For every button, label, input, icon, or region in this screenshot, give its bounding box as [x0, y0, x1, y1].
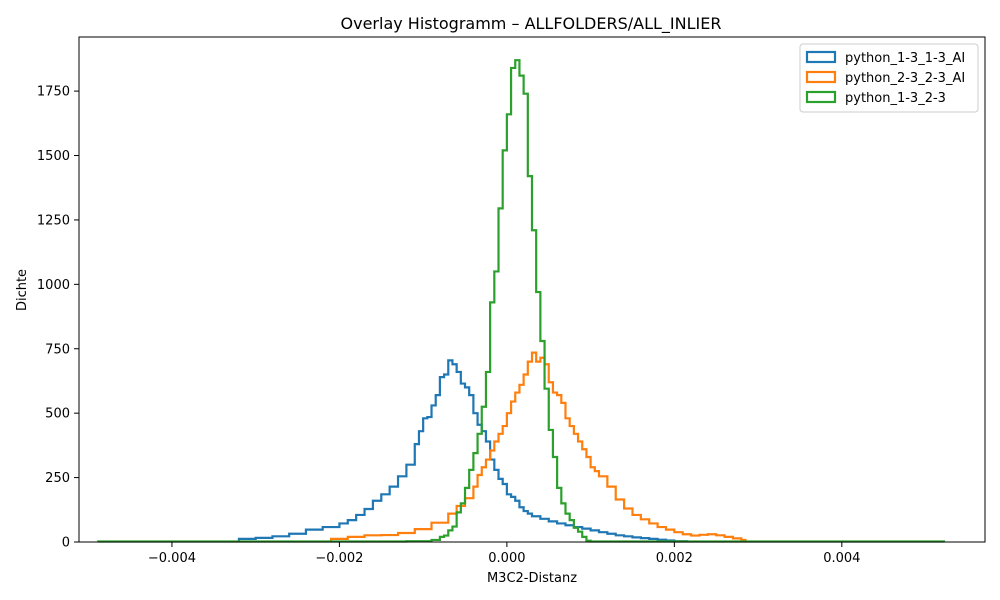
y-tick-label: 1000 [37, 278, 70, 293]
y-tick-label: 250 [45, 471, 70, 486]
y-tick-label: 1500 [37, 149, 70, 164]
x-axis-label: M3C2-Distanz [487, 571, 577, 586]
legend-swatch-3 [805, 90, 837, 104]
series-1-step-line [237, 359, 689, 543]
y-tick-label: 500 [45, 407, 70, 422]
legend-swatch-2 [805, 70, 837, 84]
x-tick-label: 0.000 [488, 551, 525, 566]
x-tick-label: −0.002 [315, 551, 363, 566]
y-tick-label: 0 [62, 536, 70, 551]
axes-frame [78, 36, 986, 543]
x-tick-label: 0.004 [823, 551, 860, 566]
x-tick-label: −0.004 [148, 551, 196, 566]
series-2-step-line [329, 351, 747, 542]
legend-entries: python_1-3_1-3_AI python_2-3_2-3_AIpython… [805, 50, 965, 106]
y-tick-label: 750 [45, 342, 70, 357]
y-axis-label: Dichte [15, 269, 30, 311]
x-tick-label: 0.002 [656, 551, 693, 566]
legend-label-2: python_2-3_2-3_AI [845, 71, 965, 86]
legend-swatch-1 [805, 50, 837, 64]
legend-label-1: python_1-3_1-3_AI [845, 51, 965, 66]
legend: python_1-3_1-3_AI python_2-3_2-3_AIpython… [799, 43, 979, 113]
y-tick-label: 1750 [37, 85, 70, 100]
y-axis-ticks: 0 250 500 750 1000 1250 1500 1750 [37, 85, 79, 551]
plot-area [78, 36, 986, 543]
series-3-step-line [97, 59, 946, 543]
x-axis-ticks: −0.004 −0.002 0.000 0.002 0.004 [148, 542, 860, 566]
chart-title: Overlay Histogramm – ALLFOLDERS/ALL_INLI… [341, 14, 722, 34]
y-tick-label: 1250 [37, 213, 70, 228]
legend-box [799, 43, 979, 113]
series-layer [97, 59, 946, 543]
legend-label-3: python_1-3_2-3 [845, 91, 946, 106]
